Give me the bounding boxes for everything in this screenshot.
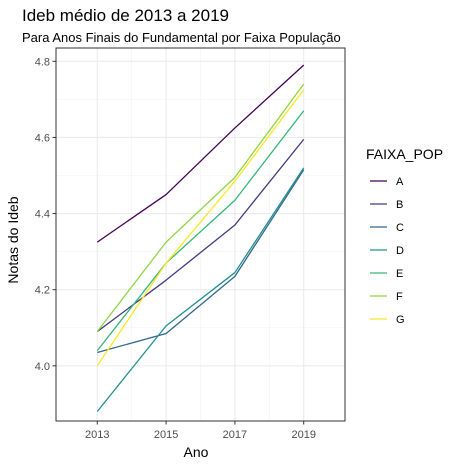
series-line-a bbox=[96, 64, 305, 243]
x-axis-label: Ano bbox=[184, 444, 209, 460]
series-line-d bbox=[96, 167, 305, 412]
series-line-c bbox=[97, 169, 305, 354]
x-tick-label: 2015 bbox=[154, 429, 178, 441]
series-line-f bbox=[96, 83, 305, 332]
y-tick-label: 4.0 bbox=[35, 361, 50, 373]
legend-title: FAIXA_POP bbox=[366, 146, 443, 162]
plot-border bbox=[55, 47, 346, 422]
chart-title: Ideb médio de 2013 a 2019 bbox=[22, 6, 229, 25]
series-line-g bbox=[96, 89, 305, 367]
legend-label-e: E bbox=[396, 268, 403, 280]
y-tick-label: 4.4 bbox=[35, 209, 50, 221]
legend-label-a: A bbox=[396, 176, 404, 188]
x-tick-label: 2013 bbox=[85, 429, 109, 441]
y-tick-label: 4.6 bbox=[35, 132, 50, 144]
legend-label-d: D bbox=[396, 245, 404, 257]
y-tick-label: 4.2 bbox=[35, 285, 50, 297]
plot-area: 2013 2015 2017 2019 4.0 4.2 4.4 4.6 4.8 bbox=[35, 47, 346, 441]
chart-subtitle: Para Anos Finais do Fundamental por Faix… bbox=[22, 30, 341, 45]
x-tick-label: 2017 bbox=[223, 429, 247, 441]
legend-label-b: B bbox=[396, 199, 403, 211]
y-axis-label: Notas do Ideb bbox=[5, 196, 21, 283]
legend-label-c: C bbox=[396, 222, 404, 234]
legend-label-g: G bbox=[396, 314, 405, 326]
legend-label-f: F bbox=[396, 291, 403, 303]
series-line-e bbox=[96, 110, 305, 351]
x-tick-label: 2019 bbox=[291, 429, 315, 441]
y-tick-label: 4.8 bbox=[35, 56, 50, 68]
